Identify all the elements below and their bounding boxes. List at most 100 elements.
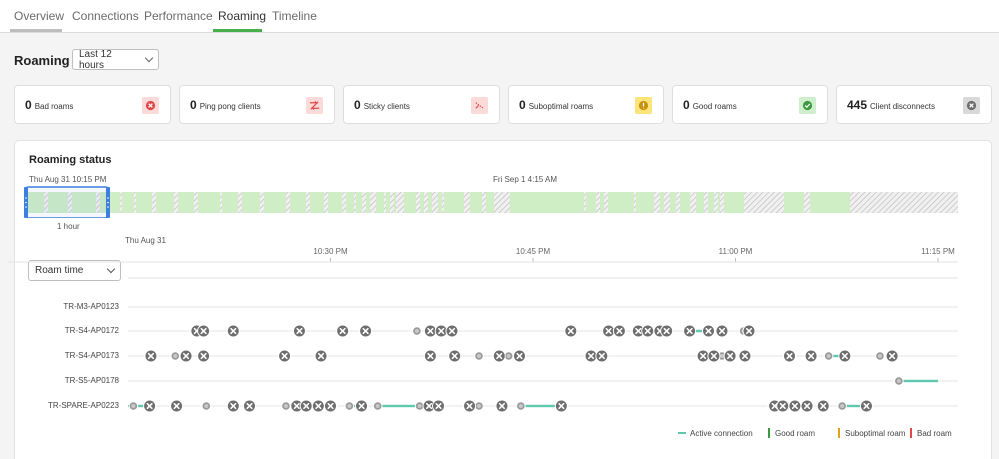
disconnect-marker[interactable] <box>423 349 437 363</box>
disconnect-marker[interactable] <box>434 324 448 338</box>
overview-selection-window[interactable] <box>25 186 109 218</box>
disconnect-marker[interactable] <box>170 399 184 413</box>
disconnect-marker[interactable] <box>144 349 158 363</box>
tab-performance[interactable]: Performance <box>144 9 213 23</box>
disconnect-marker[interactable] <box>143 399 157 413</box>
disconnect-marker[interactable] <box>800 399 814 413</box>
overview-connected-segment <box>366 192 370 213</box>
disconnect-marker[interactable] <box>776 399 790 413</box>
disconnect-marker[interactable] <box>492 349 506 363</box>
disconnect-marker[interactable] <box>495 399 509 413</box>
tab-overview[interactable]: Overview <box>14 9 65 23</box>
disconnect-marker[interactable] <box>859 399 873 413</box>
connect-marker[interactable] <box>414 401 425 411</box>
disconnect-marker[interactable] <box>463 399 477 413</box>
tab-connections[interactable]: Connections <box>72 9 139 23</box>
connect-marker[interactable] <box>170 351 181 361</box>
disconnect-marker[interactable] <box>445 324 459 338</box>
disconnect-marker[interactable] <box>660 324 674 338</box>
connect-marker[interactable] <box>894 376 904 386</box>
disconnect-marker[interactable] <box>448 349 462 363</box>
connect-marker[interactable] <box>128 401 139 411</box>
connect-marker[interactable] <box>474 351 484 361</box>
summary-card-ping-pong-clients[interactable]: 0 Ping pong clients <box>179 85 335 124</box>
disconnect-marker[interactable] <box>243 399 256 413</box>
time-range-select[interactable]: Last 12 hours <box>72 49 159 71</box>
disconnect-marker[interactable] <box>314 349 328 363</box>
disconnect-marker[interactable] <box>197 324 211 338</box>
disconnect-marker[interactable] <box>738 349 752 363</box>
overview-gap-segment <box>68 192 72 213</box>
disconnect-marker[interactable] <box>683 324 697 338</box>
disconnect-marker[interactable] <box>299 399 313 413</box>
disconnect-marker[interactable] <box>324 399 337 413</box>
overview-connected-segment <box>444 192 464 213</box>
overview-connected-segment <box>404 192 416 213</box>
disconnect-marker[interactable] <box>423 324 437 338</box>
disconnect-marker[interactable] <box>290 399 304 413</box>
disconnect-marker[interactable] <box>788 399 802 413</box>
disconnect-marker[interactable] <box>226 324 240 338</box>
disconnect-marker[interactable] <box>355 399 369 413</box>
disconnect-marker[interactable] <box>641 324 655 338</box>
connect-marker[interactable] <box>875 351 885 361</box>
tab-timeline[interactable]: Timeline <box>272 9 317 23</box>
disconnect-marker[interactable] <box>226 399 240 413</box>
disconnect-marker[interactable] <box>631 324 645 338</box>
disconnect-marker[interactable] <box>513 349 526 363</box>
active-connection-bar <box>520 404 562 408</box>
connect-marker[interactable] <box>823 351 834 361</box>
disconnect-marker[interactable] <box>715 324 729 338</box>
disconnect-marker[interactable] <box>707 349 721 363</box>
disconnect-marker[interactable] <box>292 324 306 338</box>
disconnect-marker[interactable] <box>742 324 756 338</box>
overview-gap-segment <box>238 192 242 213</box>
disconnect-marker[interactable] <box>197 349 211 363</box>
legend-item-bad-roam: Bad roam <box>910 428 952 438</box>
connect-marker[interactable] <box>201 401 212 411</box>
summary-card-client-disconnects[interactable]: 445 Client disconnects <box>836 85 992 124</box>
ap-row-label: TR-SPARE-AP0223 <box>48 401 119 410</box>
disconnect-marker[interactable] <box>885 349 899 363</box>
connect-marker[interactable] <box>344 401 355 411</box>
overview-connected-segment <box>724 192 744 213</box>
connect-marker[interactable] <box>412 326 422 336</box>
disconnect-marker[interactable] <box>179 349 193 363</box>
overview-strip[interactable] <box>24 184 960 218</box>
summary-card-sticky-clients[interactable]: 0 Sticky clients <box>343 85 500 124</box>
disconnect-marker[interactable] <box>702 324 715 338</box>
disconnect-marker[interactable] <box>804 349 818 363</box>
summary-card-bad-roams[interactable]: 0 Bad roams <box>14 85 171 124</box>
connect-marker[interactable] <box>503 351 514 361</box>
disconnect-marker[interactable] <box>612 324 626 338</box>
disconnect-marker[interactable] <box>311 399 325 413</box>
disconnect-marker[interactable] <box>336 324 350 338</box>
overview-connected-segment <box>608 192 634 213</box>
connect-marker[interactable] <box>516 401 526 411</box>
overview-connected-segment <box>810 192 850 213</box>
connect-marker[interactable] <box>372 401 383 411</box>
disconnect-marker[interactable] <box>696 349 710 363</box>
disconnect-marker[interactable] <box>838 349 852 363</box>
summary-card-good-roams[interactable]: 0 Good roams <box>672 85 828 124</box>
summary-card-value: 0 Sticky clients <box>354 98 410 112</box>
connect-marker[interactable] <box>837 401 847 411</box>
disconnect-marker[interactable] <box>432 399 445 413</box>
disconnect-marker[interactable] <box>816 399 830 413</box>
disconnect-marker[interactable] <box>584 349 598 363</box>
disconnect-marker[interactable] <box>564 324 578 338</box>
roaming-status-title: Roaming status <box>29 154 112 166</box>
disconnect-marker[interactable] <box>595 349 609 363</box>
tab-roaming[interactable]: Roaming <box>218 9 267 23</box>
disconnect-marker[interactable] <box>278 349 292 363</box>
connect-marker[interactable] <box>281 401 291 411</box>
roam-metric-select[interactable]: Roam time <box>28 260 121 281</box>
summary-card-suboptimal-roams[interactable]: 0 Suboptimal roams <box>508 85 664 124</box>
disconnect-marker[interactable] <box>723 349 737 363</box>
disconnect-marker[interactable] <box>359 324 373 338</box>
disconnect-marker[interactable] <box>554 399 568 413</box>
disconnect-marker[interactable] <box>422 399 436 413</box>
overview-connected-segment <box>510 192 584 213</box>
disconnect-marker[interactable] <box>783 349 796 363</box>
disconnect-marker[interactable] <box>602 324 616 338</box>
